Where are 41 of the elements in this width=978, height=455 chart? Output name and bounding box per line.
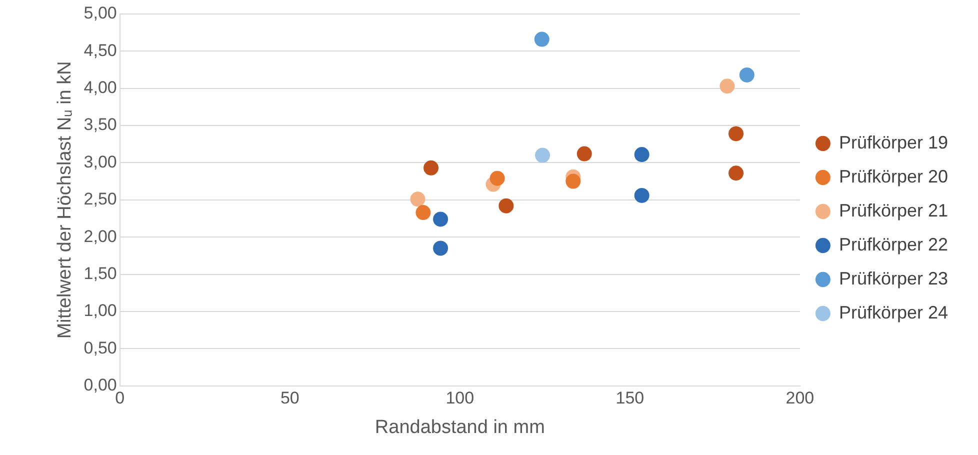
- legend-label: Prüfkörper 23: [838, 268, 948, 288]
- y-tick-label: 1,00: [84, 301, 117, 320]
- point: [433, 240, 448, 256]
- legend-label: Prüfkörper 20: [838, 166, 948, 186]
- point: [566, 174, 581, 189]
- point: [576, 146, 592, 162]
- y-tick-label: 1,50: [84, 264, 117, 283]
- point: [416, 205, 431, 220]
- x-tick-label: 50: [280, 388, 300, 408]
- point: [424, 160, 439, 176]
- point: [534, 32, 550, 47]
- x-axis-title: Randabstand in mm: [374, 416, 545, 438]
- y-tick-label: 5,00: [84, 4, 117, 23]
- y-tick-label: 4,50: [84, 40, 117, 60]
- y-tick-label: 3,00: [84, 152, 117, 172]
- x-tick-label: 200: [786, 388, 814, 408]
- y-tick-label: 0,50: [84, 338, 117, 358]
- point: [739, 67, 754, 82]
- legend-label: Prüfkörper 22: [838, 234, 948, 254]
- legend-label: Prüfkörper 19: [838, 132, 948, 152]
- y-tick-label: 3,50: [84, 115, 117, 134]
- y-tick-label: 0,00: [84, 375, 117, 394]
- y-axis-title: Mittelwert der Höchslast Nᵤ in kN: [54, 61, 76, 339]
- y-tick-label: 4,00: [84, 78, 117, 98]
- legend-label: Prüfkörper 24: [838, 302, 948, 322]
- point: [498, 198, 514, 214]
- x-tick-label: 0: [115, 388, 125, 408]
- point: [728, 166, 744, 181]
- point: [410, 192, 426, 207]
- x-tick-label: 100: [446, 388, 474, 408]
- x-tick-label: 150: [616, 388, 644, 408]
- point: [728, 126, 744, 142]
- point: [433, 212, 448, 227]
- point: [634, 188, 650, 203]
- y-tick-label: 2,00: [84, 226, 117, 246]
- point: [720, 78, 735, 94]
- point: [535, 148, 550, 163]
- point: [490, 170, 505, 186]
- y-tick-label: 2,50: [84, 190, 117, 209]
- point: [634, 147, 650, 162]
- legend-label: Prüfkörper 21: [838, 200, 948, 220]
